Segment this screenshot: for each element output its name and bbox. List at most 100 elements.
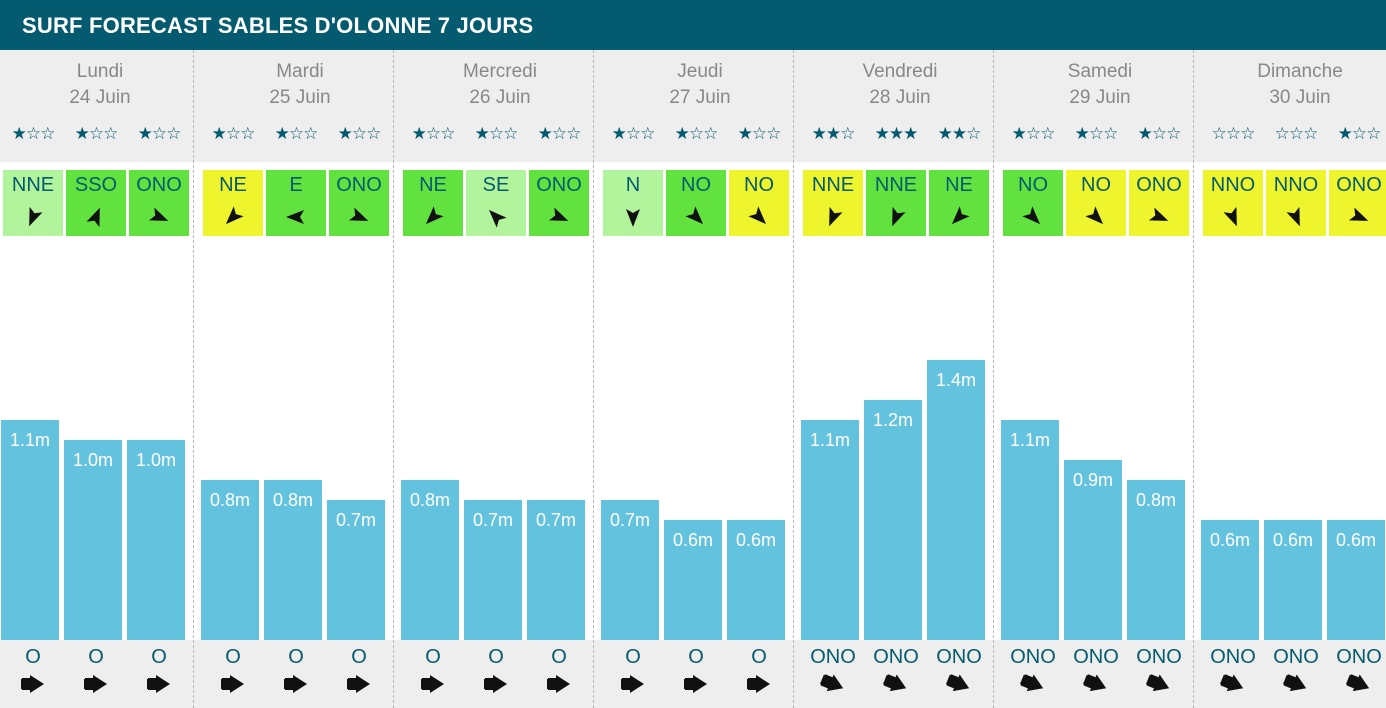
wind-direction-label: NO	[744, 174, 774, 196]
day-date: 29 Juin	[1069, 87, 1131, 108]
wind-indicator: NNE	[866, 170, 926, 236]
star-rating: ★☆☆	[11, 124, 56, 143]
day-date: 26 Juin	[469, 87, 531, 108]
wave-height-bar: 0.6m	[1327, 520, 1385, 640]
wave-height-bar: 0.6m	[727, 520, 785, 640]
wind-arrow-icon	[685, 206, 704, 225]
day-name: Samedi	[1067, 61, 1133, 82]
swell-direction-label: ONO	[1336, 646, 1382, 668]
wind-arrow-icon	[488, 209, 507, 228]
wave-height-bar: 1.0m	[127, 440, 185, 640]
swell-footer	[400, 640, 600, 708]
swell-arrow-icon	[147, 675, 170, 693]
swell-arrow-icon	[883, 674, 907, 692]
day-name: Jeudi	[677, 61, 723, 82]
wind-indicator: NO	[1003, 170, 1063, 236]
wind-indicator: NO	[729, 170, 789, 236]
star-rating: ☆☆☆	[1274, 124, 1319, 143]
wave-height-bar: 0.8m	[201, 480, 259, 640]
swell-footer	[1200, 640, 1386, 708]
swell-arrow-icon	[621, 675, 644, 693]
wind-arrow-icon	[1085, 206, 1104, 225]
day-divider	[193, 50, 194, 708]
wave-height-label: 0.7m	[609, 510, 651, 530]
day-date: 27 Juin	[669, 87, 731, 108]
star-rating: ★☆☆	[674, 124, 719, 143]
wind-indicator: ONO	[329, 170, 389, 236]
day-name: Dimanche	[1257, 61, 1343, 82]
wave-height-label: 1.0m	[135, 450, 177, 470]
wind-direction-label: NO	[1018, 174, 1048, 196]
wave-height-label: 1.4m	[935, 370, 977, 390]
swell-footer	[600, 640, 800, 708]
swell-footer	[800, 640, 1000, 708]
swell-direction-label: ONO	[1136, 646, 1182, 668]
wave-height-label: 0.7m	[335, 510, 377, 530]
swell-direction-label: ONO	[1010, 646, 1056, 668]
wind-arrow-icon	[548, 207, 569, 221]
wave-height-bar: 0.6m	[664, 520, 722, 640]
wave-height-bar: 1.0m	[64, 440, 122, 640]
wave-height-label: 0.6m	[672, 530, 714, 550]
swell-direction-label: O	[688, 646, 704, 668]
swell-arrow-icon	[484, 675, 507, 693]
wind-arrow-icon	[829, 206, 843, 227]
day-divider	[393, 50, 394, 708]
wind-arrow-icon	[348, 207, 369, 221]
wave-height-label: 1.2m	[872, 410, 914, 430]
swell-direction-label: O	[551, 646, 567, 668]
wave-height-label: 0.8m	[409, 490, 451, 510]
wind-arrow-icon	[1223, 206, 1237, 227]
wind-direction-label: ONO	[336, 174, 382, 196]
wind-direction-label: NNE	[11, 174, 55, 196]
star-rating: ★☆☆	[1011, 124, 1056, 143]
star-rating: ★★☆	[811, 124, 856, 143]
day-header: Mercredi 26 Juin	[400, 50, 600, 162]
wave-height-bar: 0.8m	[1127, 480, 1185, 640]
wind-direction-label: NNO	[1210, 174, 1256, 196]
wind-arrow-icon	[626, 209, 640, 227]
wind-indicator: NNE	[3, 170, 63, 236]
swell-arrow-icon	[421, 675, 444, 693]
wave-height-label: 0.8m	[272, 490, 314, 510]
wind-arrow-icon	[29, 206, 43, 227]
swell-footer	[0, 640, 200, 708]
wave-height-label: 0.6m	[1209, 530, 1251, 550]
day-divider	[993, 50, 994, 708]
swell-direction-label: O	[225, 646, 241, 668]
day-header: Mardi 25 Juin	[200, 50, 400, 162]
wave-height-bar: 1.1m	[801, 420, 859, 640]
wave-height-bar: 0.8m	[264, 480, 322, 640]
day-header: Lundi 24 Juin	[0, 50, 200, 162]
swell-direction-label: ONO	[936, 646, 982, 668]
wind-direction-label: E	[289, 174, 303, 196]
wind-indicator: NE	[929, 170, 989, 236]
wind-arrow-icon	[1286, 206, 1300, 227]
wave-height-bar: 1.4m	[927, 360, 985, 640]
star-rating: ☆☆☆	[1211, 124, 1256, 143]
day-header: Dimanche 30 Juin	[1200, 50, 1386, 162]
swell-direction-label: O	[25, 646, 41, 668]
wind-indicator: ONO	[129, 170, 189, 236]
day-divider	[1193, 50, 1194, 708]
wind-direction-label: N	[625, 174, 641, 196]
wind-direction-label: NO	[1081, 174, 1111, 196]
wind-direction-label: NNO	[1273, 174, 1319, 196]
wind-direction-label: ONO	[1336, 174, 1382, 196]
wind-arrow-icon	[225, 206, 244, 225]
swell-direction-label: O	[625, 646, 641, 668]
wave-height-bar: 0.7m	[601, 500, 659, 640]
wind-arrow-icon	[748, 206, 767, 225]
wind-indicator: ONO	[529, 170, 589, 236]
wind-indicator: E	[266, 170, 326, 236]
day-divider	[793, 50, 794, 708]
swell-arrow-icon	[1146, 674, 1170, 692]
wind-arrow-icon	[1348, 207, 1369, 221]
swell-footer	[1000, 640, 1200, 708]
swell-direction-label: ONO	[1273, 646, 1319, 668]
swell-arrow-icon	[221, 675, 244, 693]
wave-height-bar: 0.9m	[1064, 460, 1122, 640]
wind-direction-label: ONO	[1136, 174, 1182, 196]
star-rating: ★☆☆	[337, 124, 382, 143]
day-date: 28 Juin	[869, 87, 931, 108]
